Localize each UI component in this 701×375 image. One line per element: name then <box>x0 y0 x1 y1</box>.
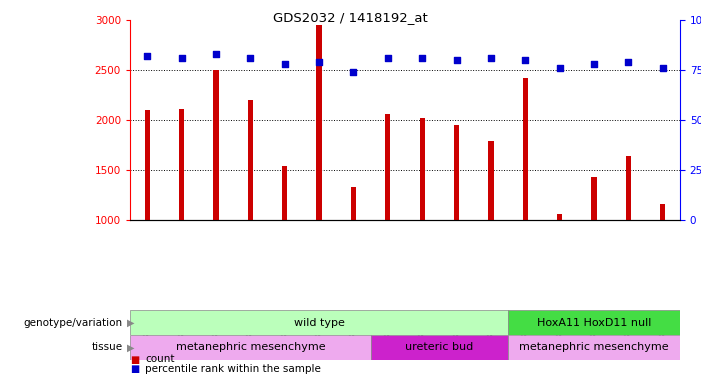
Text: ■: ■ <box>130 364 139 374</box>
Bar <box>144 110 150 220</box>
Bar <box>660 204 665 220</box>
Bar <box>386 114 390 220</box>
Bar <box>282 166 287 220</box>
Text: HoxA11 HoxD11 null: HoxA11 HoxD11 null <box>537 318 651 327</box>
Point <box>622 59 634 65</box>
Text: ureteric bud: ureteric bud <box>405 342 473 352</box>
Text: GSM87686: GSM87686 <box>280 310 290 359</box>
Bar <box>454 125 459 220</box>
Text: wild type: wild type <box>294 318 344 327</box>
Text: GSM87684: GSM87684 <box>452 310 461 359</box>
Text: GSM87677: GSM87677 <box>521 310 530 359</box>
Text: GSM87689: GSM87689 <box>555 310 564 359</box>
Text: ■: ■ <box>130 354 139 364</box>
Bar <box>508 335 680 360</box>
Bar <box>316 25 322 220</box>
Text: GSM87692: GSM87692 <box>658 310 667 359</box>
Text: ▶: ▶ <box>126 318 134 327</box>
Bar <box>371 335 508 360</box>
Bar <box>489 141 494 220</box>
Bar <box>557 214 562 220</box>
Point <box>279 61 290 67</box>
Point <box>313 59 325 65</box>
Text: metanephric mesenchyme: metanephric mesenchyme <box>519 342 669 352</box>
Bar <box>247 100 253 220</box>
Bar <box>213 70 219 220</box>
Bar <box>351 187 356 220</box>
Bar <box>523 78 528 220</box>
Text: percentile rank within the sample: percentile rank within the sample <box>145 364 321 374</box>
Point <box>588 61 599 67</box>
Point <box>245 55 256 61</box>
Text: GSM87683: GSM87683 <box>246 310 254 359</box>
Bar <box>130 310 508 335</box>
Text: genotype/variation: genotype/variation <box>24 318 123 327</box>
Text: count: count <box>145 354 175 364</box>
Text: GSM87679: GSM87679 <box>383 310 393 359</box>
Bar <box>420 118 425 220</box>
Bar <box>130 335 371 360</box>
Bar <box>592 177 597 220</box>
Text: GSM87678: GSM87678 <box>143 310 151 359</box>
Text: GSM87691: GSM87691 <box>624 310 633 359</box>
Bar <box>626 156 631 220</box>
Point <box>519 57 531 63</box>
Point <box>382 55 393 61</box>
Text: GSM87680: GSM87680 <box>418 310 427 359</box>
Point <box>348 69 359 75</box>
Text: GSM87682: GSM87682 <box>212 310 220 359</box>
Bar <box>508 310 680 335</box>
Point <box>658 65 669 71</box>
Point <box>485 55 496 61</box>
Point <box>416 55 428 61</box>
Text: GSM87687: GSM87687 <box>315 310 324 359</box>
Point <box>176 55 187 61</box>
Text: GSM87688: GSM87688 <box>349 310 358 359</box>
Point <box>554 65 565 71</box>
Bar <box>179 109 184 220</box>
Text: GSM87690: GSM87690 <box>590 310 599 359</box>
Point <box>142 53 153 59</box>
Text: metanephric mesenchyme: metanephric mesenchyme <box>175 342 325 352</box>
Text: GDS2032 / 1418192_at: GDS2032 / 1418192_at <box>273 11 428 24</box>
Text: GSM87681: GSM87681 <box>177 310 186 359</box>
Text: tissue: tissue <box>92 342 123 352</box>
Point <box>451 57 462 63</box>
Point <box>210 51 222 57</box>
Text: ▶: ▶ <box>126 342 134 352</box>
Text: GSM87685: GSM87685 <box>486 310 496 359</box>
